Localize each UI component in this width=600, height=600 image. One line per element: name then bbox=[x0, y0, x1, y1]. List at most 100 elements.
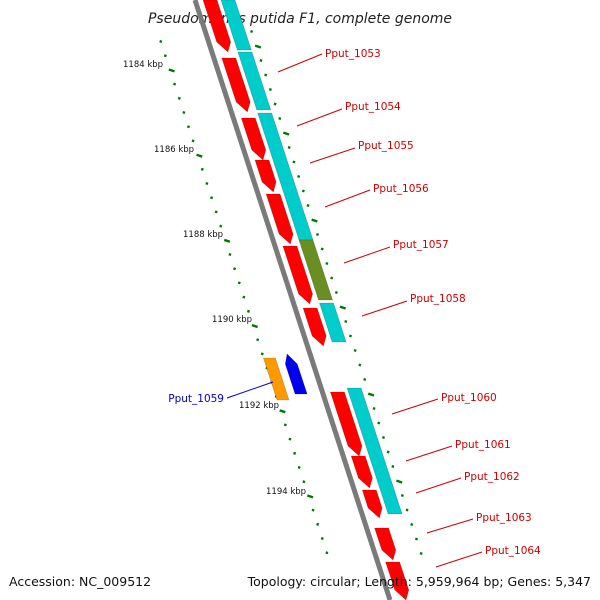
feature-dot bbox=[254, 44, 262, 49]
feature-dot bbox=[325, 262, 329, 266]
gene-arrow bbox=[282, 245, 313, 305]
gene-arrow bbox=[329, 391, 363, 457]
gene-label: Pput_1062 bbox=[464, 471, 520, 483]
feature-dot bbox=[301, 189, 305, 193]
feature-dot bbox=[344, 320, 348, 324]
gene-arrow bbox=[202, 0, 232, 53]
feature-dot bbox=[377, 421, 381, 425]
ruler-dot bbox=[182, 111, 186, 115]
ruler-dot bbox=[205, 182, 209, 186]
tick-label: 1192 kbp bbox=[239, 401, 279, 411]
ruler-dot bbox=[223, 238, 231, 243]
feature-dot bbox=[410, 523, 414, 527]
feature-dot bbox=[381, 435, 385, 440]
ruler-dot bbox=[168, 68, 175, 73]
topology-text: Topology: circular; Length: 5,959,964 bp… bbox=[247, 574, 591, 589]
ruler-dot bbox=[159, 39, 163, 44]
ruler-dot bbox=[297, 466, 301, 470]
ruler-dot bbox=[288, 437, 292, 441]
feature-dot bbox=[273, 102, 277, 106]
feature-dot bbox=[311, 218, 318, 223]
ruler-dot bbox=[242, 295, 246, 299]
feature-dot bbox=[414, 537, 418, 541]
gene-label: Pput_1057 bbox=[393, 239, 449, 251]
gene-label-leader bbox=[226, 381, 274, 399]
ruler-labels: 1184 kbp 1186 kbp 1188 kbp 1190 kbp 1192… bbox=[123, 60, 306, 497]
gene-arrow bbox=[302, 307, 327, 347]
ruler-dot bbox=[196, 153, 203, 158]
feature-dot bbox=[358, 363, 362, 367]
feature-dot bbox=[405, 508, 409, 512]
feature-dot bbox=[264, 73, 268, 77]
ruler-dot bbox=[177, 96, 181, 100]
map-title: Pseudomonas putida F1, complete genome bbox=[148, 11, 452, 27]
cds-segment bbox=[220, 0, 252, 51]
feature-dot bbox=[315, 233, 319, 237]
feature-dot bbox=[306, 204, 310, 208]
gene-label: Pput_1061 bbox=[455, 439, 511, 451]
gene-label-leader bbox=[405, 445, 453, 462]
ruler-dot bbox=[233, 267, 237, 271]
feature-dot bbox=[287, 146, 291, 150]
gene-label-leader bbox=[426, 518, 474, 534]
gene-label-leader bbox=[391, 398, 439, 415]
cds-features bbox=[220, 0, 403, 515]
ruler-dot bbox=[191, 139, 195, 143]
feature-dot bbox=[268, 88, 272, 92]
feature-dot bbox=[282, 131, 290, 136]
gene-arrow bbox=[240, 117, 267, 161]
feature-dot bbox=[278, 117, 282, 121]
feature-dot bbox=[400, 494, 404, 498]
tick-label: 1190 kbp bbox=[212, 315, 252, 325]
reverse-cds-segment bbox=[262, 357, 290, 401]
reverse-strand-features bbox=[262, 353, 308, 401]
gene-label-leader bbox=[361, 300, 408, 317]
ruler-dot bbox=[214, 210, 218, 214]
gene-features bbox=[202, 0, 410, 600]
feature-dot bbox=[339, 305, 347, 310]
feature-dot bbox=[372, 406, 376, 411]
reverse-gene-arrow bbox=[284, 353, 308, 395]
ruler-dot bbox=[200, 167, 204, 171]
cds-segment bbox=[237, 51, 272, 111]
ruler-dot bbox=[219, 224, 223, 228]
feature-dot bbox=[292, 160, 296, 164]
ruler-dot bbox=[251, 324, 259, 329]
feature-dot bbox=[391, 465, 395, 469]
gene-label: Pput_1054 bbox=[345, 101, 401, 113]
gene-label-leader bbox=[277, 53, 323, 73]
gene-label-leader bbox=[435, 551, 483, 568]
gene-label: Pput_1053 bbox=[325, 48, 381, 60]
cds-segment bbox=[319, 302, 347, 343]
ruler-dot bbox=[302, 480, 306, 484]
gene-label: Pput_1059 bbox=[168, 393, 224, 405]
gene-label-leader bbox=[324, 189, 371, 208]
ruler-dot bbox=[237, 281, 241, 285]
ruler-dot bbox=[306, 494, 314, 499]
feature-dot bbox=[363, 378, 367, 382]
gene-label: Pput_1058 bbox=[410, 293, 466, 305]
ruler-dot bbox=[228, 252, 232, 257]
tick-label: 1184 kbp bbox=[123, 60, 163, 70]
ruler-dot bbox=[173, 82, 177, 86]
ruler-dot bbox=[260, 352, 264, 356]
gene-label-leader bbox=[415, 477, 462, 494]
gene-arrow bbox=[385, 561, 410, 600]
feature-dot bbox=[259, 59, 263, 63]
gene-label: Pput_1060 bbox=[441, 392, 497, 404]
gene-labels: Pput_1053 Pput_1054 Pput_1055 Pput_1056 … bbox=[168, 48, 541, 568]
tick-label: 1186 kbp bbox=[154, 145, 194, 155]
tick-label: 1188 kbp bbox=[183, 230, 223, 240]
ruler-dot bbox=[311, 508, 315, 512]
gene-arrow bbox=[350, 455, 373, 489]
feature-dots bbox=[250, 30, 423, 556]
ruler-dot bbox=[163, 54, 167, 58]
feature-dot bbox=[396, 479, 403, 484]
sequence-backbone bbox=[192, 0, 393, 600]
cds-segment-highlight bbox=[298, 239, 333, 301]
feature-dot bbox=[330, 276, 334, 280]
ruler-dot bbox=[186, 125, 190, 129]
gene-arrow bbox=[254, 159, 277, 193]
ruler-dot bbox=[210, 196, 214, 200]
tick-label: 1194 kbp bbox=[266, 487, 306, 497]
